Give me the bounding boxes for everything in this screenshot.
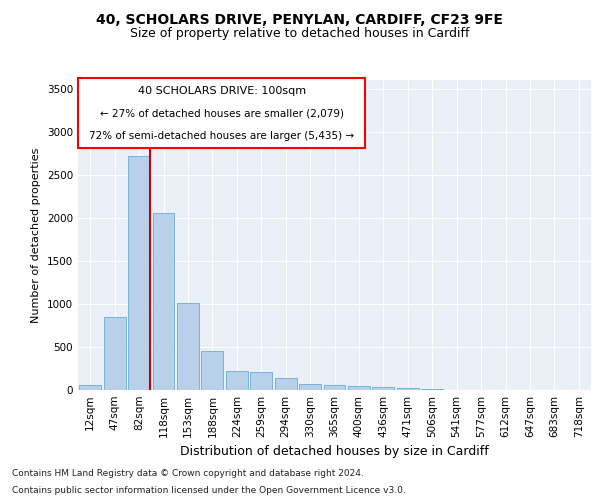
X-axis label: Distribution of detached houses by size in Cardiff: Distribution of detached houses by size … [180,446,489,458]
Text: ← 27% of detached houses are smaller (2,079): ← 27% of detached houses are smaller (2,… [100,108,344,118]
Text: 72% of semi-detached houses are larger (5,435) →: 72% of semi-detached houses are larger (… [89,130,354,140]
Bar [104,317,125,390]
Bar [299,384,321,390]
Bar [348,386,370,390]
Bar [226,372,248,390]
Text: Contains HM Land Registry data © Crown copyright and database right 2024.: Contains HM Land Registry data © Crown c… [12,468,364,477]
Bar [79,385,101,390]
Text: 40, SCHOLARS DRIVE, PENYLAN, CARDIFF, CF23 9FE: 40, SCHOLARS DRIVE, PENYLAN, CARDIFF, CF… [97,12,503,26]
Bar [250,372,272,390]
Bar [323,386,346,390]
Y-axis label: Number of detached properties: Number of detached properties [31,148,41,322]
Text: 40 SCHOLARS DRIVE: 100sqm: 40 SCHOLARS DRIVE: 100sqm [137,86,306,96]
Bar [152,212,175,390]
FancyBboxPatch shape [78,78,365,148]
Text: Size of property relative to detached houses in Cardiff: Size of property relative to detached ho… [130,28,470,40]
Bar [397,388,419,390]
Bar [128,156,150,390]
Text: Contains public sector information licensed under the Open Government Licence v3: Contains public sector information licen… [12,486,406,495]
Bar [275,378,296,390]
Bar [373,388,394,390]
Bar [202,351,223,390]
Bar [177,303,199,390]
